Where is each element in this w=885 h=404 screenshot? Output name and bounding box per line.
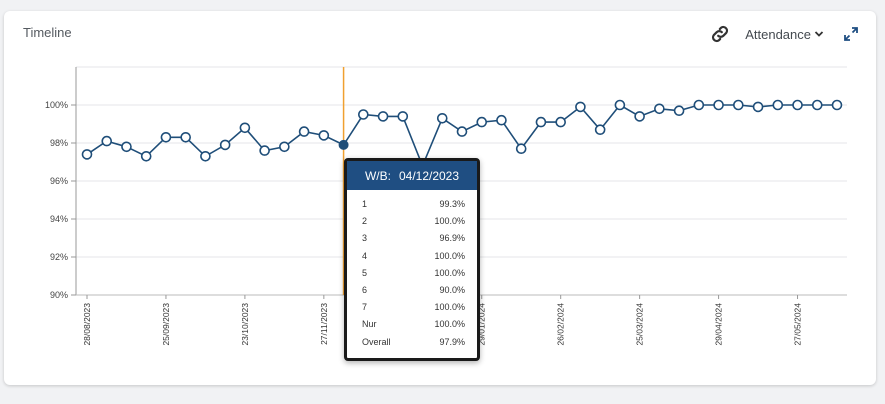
y-tick-label: 96% <box>50 176 68 186</box>
data-point[interactable] <box>811 99 823 111</box>
data-point[interactable] <box>81 149 93 160</box>
y-tick-label: 92% <box>50 252 68 262</box>
data-point[interactable] <box>654 103 665 115</box>
data-point[interactable] <box>476 116 488 128</box>
tooltip-row-label: 6 <box>362 284 368 295</box>
data-point[interactable] <box>575 101 586 113</box>
y-tick-label: 90% <box>50 290 68 300</box>
tooltip-row-value: 90.0% <box>439 284 465 295</box>
data-point[interactable] <box>239 122 251 134</box>
y-tick-label: 98% <box>50 138 68 148</box>
tooltip-row-value: 100.0% <box>434 267 465 278</box>
tooltip-row: 1 99.3% <box>362 196 465 213</box>
tooltip-row: Overall 97.9% <box>362 334 465 351</box>
data-point[interactable] <box>318 130 330 141</box>
x-tick-label: 25/09/2023 <box>161 303 171 346</box>
tooltip-row: 6 90.0% <box>362 282 465 299</box>
tooltip-row-label: 1 <box>362 199 368 209</box>
header-tools: Attendance <box>707 21 862 47</box>
tooltip-rows: 1 99.3% 2 100.0% 3 96.9% 4 100.0% 5 100.0% 6 90.0% 7… <box>347 190 477 351</box>
x-tick-label: 23/10/2023 <box>240 303 250 346</box>
data-point[interactable] <box>594 124 606 135</box>
tooltip-row-label: 3 <box>362 233 368 244</box>
data-tooltip: W/B: 04/12/2023 1 99.3% 2 100.0% 3 96.9% 4 100.… <box>344 158 480 361</box>
tooltip-row: 3 96.9% <box>362 230 465 247</box>
tooltip-row-value: 99.3% <box>439 199 465 209</box>
data-point[interactable] <box>752 101 764 113</box>
metric-select-label: Attendance <box>745 26 811 42</box>
data-point[interactable] <box>792 99 803 111</box>
data-point[interactable] <box>733 99 744 111</box>
data-point[interactable] <box>614 99 626 111</box>
link-icon[interactable] <box>707 21 733 47</box>
tooltip-row-label: Overall <box>362 336 391 347</box>
data-point[interactable] <box>772 99 784 111</box>
chevron-down-icon <box>814 31 824 37</box>
tooltip-date: 04/12/2023 <box>398 168 460 183</box>
data-point[interactable] <box>713 99 724 111</box>
data-point[interactable] <box>515 143 527 154</box>
tooltip-prefix: W/B: <box>364 168 391 183</box>
x-tick-label: 29/01/2024 <box>477 303 487 346</box>
data-point[interactable] <box>279 141 290 153</box>
data-point[interactable] <box>456 126 468 137</box>
expand-icon-graphic <box>844 27 858 41</box>
data-point[interactable] <box>160 132 172 143</box>
data-point[interactable] <box>555 116 566 128</box>
tooltip-row-label: 5 <box>362 267 368 278</box>
expand-icon[interactable] <box>840 23 862 45</box>
data-point[interactable] <box>180 132 191 143</box>
tooltip-row: 5 100.0% <box>362 265 465 282</box>
tooltip-row: 2 100.0% <box>362 213 465 230</box>
x-axis: 28/08/2023 25/09/2023 23/10/2023 27/11/2023… <box>76 294 847 346</box>
data-point[interactable] <box>436 113 448 124</box>
link-icon-graphic <box>712 25 729 43</box>
attendance-series <box>81 99 843 172</box>
tooltip-row: Nur 100.0% <box>362 316 465 333</box>
x-tick-label: 28/08/2023 <box>82 303 92 346</box>
tooltip-row-value: 96.9% <box>439 233 465 244</box>
tooltip-row-label: 2 <box>362 216 368 227</box>
data-point[interactable] <box>634 111 645 122</box>
x-tick-label: 25/03/2024 <box>635 303 645 346</box>
tooltip-row-label: 4 <box>362 250 368 261</box>
data-point[interactable] <box>377 111 389 122</box>
x-tick-label: 27/05/2024 <box>793 303 803 346</box>
data-point[interactable] <box>673 105 685 116</box>
tooltip-header: W/B: 04/12/2023 <box>347 161 477 190</box>
data-point[interactable] <box>496 114 507 126</box>
tooltip-row-label: 7 <box>362 302 368 313</box>
y-tick-label: 100% <box>45 100 68 110</box>
tooltip-row: 7 100.0% <box>362 299 465 316</box>
y-axis: 90% 92% 94% 96% 98% 100% <box>45 67 77 300</box>
data-point[interactable] <box>358 109 369 120</box>
data-point[interactable] <box>219 139 231 151</box>
metric-select[interactable]: Attendance <box>745 27 824 42</box>
card-title: Timeline <box>23 25 72 40</box>
x-tick-label: 29/04/2024 <box>714 303 724 346</box>
data-point[interactable] <box>140 151 152 162</box>
data-point[interactable] <box>298 126 310 137</box>
data-point[interactable] <box>831 99 843 111</box>
tooltip-row-label: Nur <box>362 319 377 330</box>
data-point[interactable] <box>693 99 705 111</box>
data-point[interactable] <box>121 141 132 153</box>
tooltip-row-value: 100.0% <box>434 250 465 261</box>
data-point[interactable] <box>259 145 270 156</box>
data-point[interactable] <box>535 116 547 128</box>
tooltip-row-value: 100.0% <box>434 319 465 330</box>
data-point[interactable] <box>200 151 211 162</box>
data-point[interactable] <box>397 111 409 122</box>
x-tick-label: 27/11/2023 <box>319 303 329 345</box>
tooltip-row-value: 100.0% <box>434 302 465 313</box>
tooltip-row: 4 100.0% <box>362 248 465 265</box>
y-tick-label: 94% <box>50 214 68 224</box>
data-point-active[interactable] <box>338 139 349 150</box>
tooltip-row-value: 97.9% <box>439 336 465 347</box>
tooltip-row-value: 100.0% <box>434 216 465 227</box>
x-tick-label: 26/02/2024 <box>556 303 566 346</box>
data-point[interactable] <box>101 135 113 147</box>
